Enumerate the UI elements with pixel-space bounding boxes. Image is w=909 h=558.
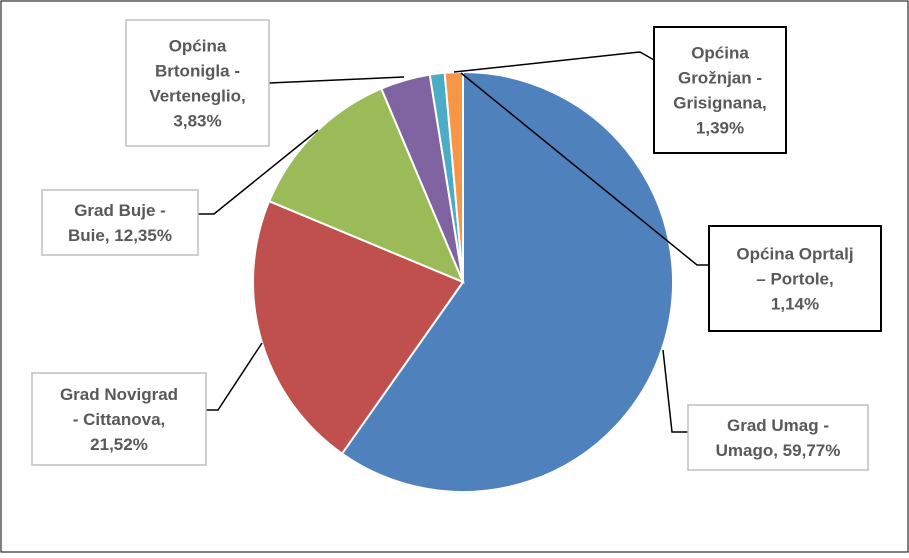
data-label-text: Grisignana, (673, 94, 767, 113)
data-label-text: Grožnjan - (678, 69, 762, 88)
data-label-text: 3,83% (173, 112, 221, 131)
data-label-text: Grad Umag - (727, 416, 829, 435)
data-label-5: Općina Oprtalj – Portole, 1,14% (708, 225, 882, 332)
data-label-box-4 (125, 19, 270, 147)
data-label-text: Verteneglio, (149, 87, 245, 106)
slices-layer (252, 70, 674, 493)
data-label-text: - Cittanova, (73, 410, 166, 429)
leader-line-2 (206, 342, 263, 411)
data-label-text: Općina (169, 37, 227, 56)
leader-line-4 (268, 76, 405, 84)
data-label-2: Grad Novigrad - Cittanova, 21,52% (31, 372, 207, 466)
data-label-text: Grad Buje - (74, 201, 166, 220)
data-label-text: Brtonigla - (155, 62, 240, 81)
data-label-6: Općina Grožnjan - Grisignana, 1,39% (653, 26, 787, 154)
leader-line-6 (453, 51, 655, 73)
data-label-box-6 (653, 26, 787, 154)
pie-slice-1 (340, 70, 674, 493)
data-label-text: Općina Oprtalj (736, 245, 853, 264)
data-label-text: Buie, 12,35% (68, 226, 172, 245)
data-label-1: Grad Umag - Umago, 59,77% (687, 404, 869, 471)
data-label-text: Grad Novigrad (60, 385, 178, 404)
pie-slice-2 (252, 199, 465, 456)
leader-line-1 (662, 349, 688, 433)
pie-slice-6 (443, 70, 464, 283)
data-label-box-1 (687, 404, 869, 471)
data-label-3: Grad Buje - Buie, 12,35% (41, 189, 199, 256)
data-label-box-5 (708, 225, 882, 332)
data-label-text: 21,52% (90, 435, 148, 454)
data-label-box-2 (31, 372, 207, 466)
data-label-text: 1,39% (696, 119, 744, 138)
data-label-text: – Portole, (756, 270, 833, 289)
leader-line-3 (198, 129, 319, 215)
data-label-box-3 (41, 189, 199, 256)
leader-line-5 (460, 72, 709, 266)
data-label-text: 1,14% (771, 295, 819, 314)
data-label-text: Općina (691, 44, 749, 63)
leader-lines-layer (198, 51, 709, 433)
data-labels-layer: Grad Umag - Umago, 59,77% Grad Novigrad - C… (31, 19, 882, 471)
data-label-text: Umago, 59,77% (716, 441, 841, 460)
data-label-4: Općina Brtonigla - Verteneglio, 3,83% (125, 19, 270, 147)
